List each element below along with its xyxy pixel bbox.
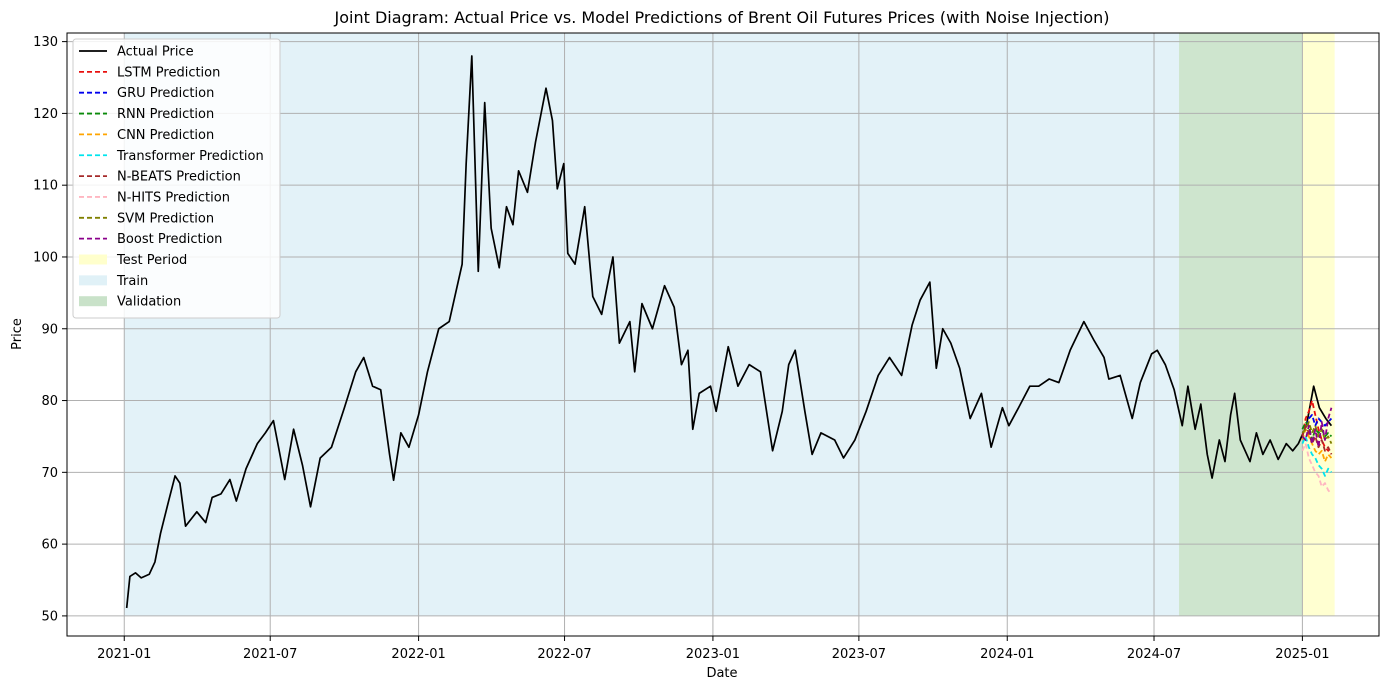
legend: Actual Price LSTM Prediction GRU Predictio…: [72, 38, 281, 319]
legend-item-boost-prediction: Boost Prediction: [79, 232, 222, 247]
x-axis-label: Date: [706, 666, 737, 681]
legend-item-transformer-prediction: Transformer Prediction: [79, 149, 264, 164]
series-boost-prediction: [1301, 407, 1333, 449]
period-test-period: [1302, 33, 1335, 616]
legend-item-gru-prediction: GRU Prediction: [79, 86, 214, 101]
legend-label: Actual Price: [117, 45, 194, 60]
x-tick-label: 2024-07: [1127, 647, 1181, 662]
legend-label: Transformer Prediction: [116, 149, 264, 164]
chart-title: Joint Diagram: Actual Price vs. Model Pr…: [334, 8, 1110, 27]
legend-item-test-period: Test Period: [79, 253, 187, 268]
series-svm-prediction: [1301, 421, 1333, 444]
legend-label: Test Period: [116, 253, 187, 268]
y-tick-label: 100: [33, 250, 58, 265]
legend-label: N-BEATS Prediction: [117, 170, 241, 185]
y-axis: 50 60 70 80 90 100 110 120 130: [33, 35, 67, 624]
legend-label: N-HITS Prediction: [117, 190, 230, 205]
y-tick-label: 60: [41, 538, 58, 553]
series-cnn-prediction: [1301, 428, 1333, 463]
legend-label: GRU Prediction: [117, 86, 214, 101]
legend-item-validation: Validation: [79, 295, 181, 310]
x-tick-label: 2025-01: [1275, 647, 1329, 662]
legend-label: SVM Prediction: [117, 211, 214, 226]
x-tick-label: 2024-01: [980, 647, 1034, 662]
x-tick-label: 2022-07: [537, 647, 591, 662]
legend-label: Boost Prediction: [117, 232, 222, 247]
legend-label: Train: [116, 274, 148, 289]
y-tick-label: 80: [41, 394, 58, 409]
period-shading: [124, 33, 1335, 616]
legend-label: Validation: [117, 295, 181, 310]
legend-item-actual-price: Actual Price: [79, 45, 194, 60]
y-tick-label: 90: [41, 322, 58, 337]
x-tick-label: 2023-01: [686, 647, 740, 662]
legend-item-lstm-prediction: LSTM Prediction: [79, 65, 220, 80]
period-train: [124, 33, 1180, 616]
x-axis: 2021-01 2021-07 2022-01 2022-07 2023-01 2023-…: [97, 636, 1330, 662]
x-tick-label: 2021-01: [97, 647, 151, 662]
series-actual-price: [125, 55, 1333, 609]
x-tick-label: 2023-07: [832, 647, 886, 662]
legend-item-svm-prediction: SVM Prediction: [79, 211, 214, 226]
legend-label: RNN Prediction: [117, 107, 214, 122]
legend-label: CNN Prediction: [117, 128, 214, 143]
series-lines: [125, 55, 1333, 609]
series-n-hits-prediction: [1301, 442, 1333, 495]
legend-label: LSTM Prediction: [117, 65, 220, 80]
x-tick-label: 2021-07: [243, 647, 297, 662]
period-validation: [1179, 33, 1303, 616]
y-tick-label: 70: [41, 466, 58, 481]
y-axis-label: Price: [10, 318, 25, 350]
x-tick-label: 2022-01: [391, 647, 445, 662]
legend-swatch: [79, 275, 107, 286]
y-tick-label: 110: [33, 179, 58, 194]
y-tick-label: 130: [33, 35, 58, 50]
legend-item-n-hits-prediction: N-HITS Prediction: [79, 190, 230, 205]
legend-item-rnn-prediction: RNN Prediction: [79, 107, 214, 122]
y-tick-label: 50: [41, 609, 58, 624]
legend-item-train: Train: [79, 274, 148, 289]
legend-item-n-beats-prediction: N-BEATS Prediction: [79, 170, 241, 185]
plot-frame: [66, 32, 1380, 637]
legend-swatch: [79, 296, 107, 307]
y-tick-label: 120: [33, 107, 58, 122]
legend-swatch: [79, 254, 107, 265]
legend-box: [72, 38, 281, 319]
series-transformer-prediction: [1301, 435, 1333, 477]
legend-item-cnn-prediction: CNN Prediction: [79, 128, 214, 143]
